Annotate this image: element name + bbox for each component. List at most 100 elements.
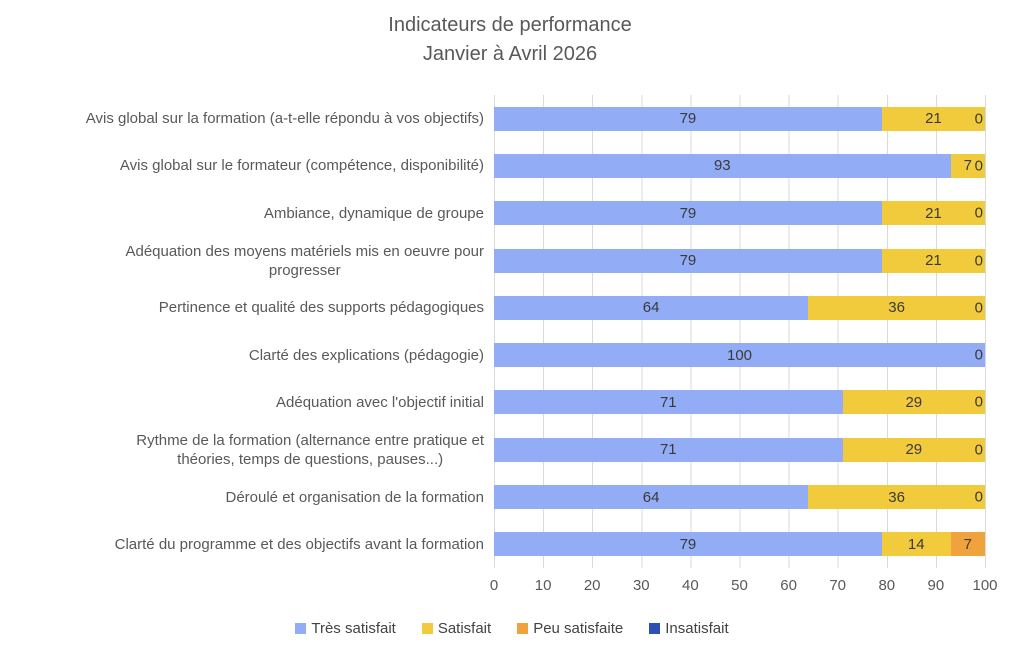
x-axis-tick: 0 bbox=[489, 577, 499, 594]
category-label-cell: Ambiance, dynamique de groupe bbox=[0, 204, 494, 223]
x-axis: 0 10 20 30 40 50 60 70 80 90 100 bbox=[490, 577, 998, 595]
x-axis-tick: 20 bbox=[583, 577, 601, 594]
bar-segment-satisfait: 36 bbox=[808, 295, 985, 320]
category-label: Déroulé et organisation de la formation bbox=[225, 488, 485, 506]
category-label-cell: Adéquation avec l'objectif initial bbox=[0, 393, 494, 412]
end-zero-label: 0 bbox=[974, 299, 983, 317]
bar-segment-très-satisfait: 71 bbox=[494, 390, 843, 415]
bar-segment-très-satisfait: 64 bbox=[494, 485, 809, 510]
legend-label: Peu satisfaite bbox=[533, 620, 624, 637]
value-label: 7 bbox=[963, 157, 972, 175]
chart-row: Avis global sur le formateur (compétence… bbox=[0, 142, 1024, 189]
legend-item-satisfait: Satisfait bbox=[421, 620, 492, 637]
bar-segment-très-satisfait: 64 bbox=[494, 295, 809, 320]
legend-swatch bbox=[649, 623, 661, 634]
stacked-bar: 79 21 0 bbox=[494, 248, 985, 273]
stacked-bar: 100 0 bbox=[494, 343, 985, 368]
stacked-bar: 79 21 0 bbox=[494, 201, 985, 226]
category-label: Clarté du programme et des objectifs ava… bbox=[114, 535, 484, 553]
chart-row: Déroulé et organisation de la formation 6… bbox=[0, 473, 1024, 520]
category-label-cell: Pertinence et qualité des supports pédag… bbox=[0, 298, 494, 317]
category-label: Avis global sur le formateur (compétence… bbox=[119, 157, 484, 175]
category-label: Avis global sur la formation (a-t-elle r… bbox=[85, 110, 484, 128]
bar-segment-satisfait: 7 bbox=[950, 153, 985, 178]
category-label-cell: Clarté du programme et des objectifs ava… bbox=[0, 535, 494, 554]
x-axis-tick: 50 bbox=[731, 577, 748, 594]
chart-row: Clarté des explications (pédagogie) 100 0 bbox=[0, 331, 1024, 378]
value-label: 71 bbox=[659, 393, 677, 411]
bar-segment-satisfait: 21 bbox=[881, 248, 985, 273]
bar-segment-satisfait: 29 bbox=[842, 390, 985, 415]
x-axis-tick: 70 bbox=[829, 577, 847, 594]
legend-item-très-satisfait: Très satisfait bbox=[295, 620, 396, 637]
end-zero-label: 0 bbox=[974, 441, 983, 459]
chart-row: Adéquation des moyens matériels mis en o… bbox=[0, 237, 1024, 284]
value-label: 100 bbox=[726, 346, 753, 364]
chart-row: Ambiance, dynamique de groupe 79 21 0 bbox=[0, 190, 1024, 237]
chart-row: Clarté du programme et des objectifs ava… bbox=[0, 521, 1024, 568]
x-axis-tick: 40 bbox=[682, 577, 699, 594]
value-label: 79 bbox=[679, 535, 697, 553]
end-zero-label: 0 bbox=[974, 204, 983, 222]
category-label-cell: Avis global sur le formateur (compétence… bbox=[0, 156, 494, 175]
stacked-bar: 79 21 0 bbox=[494, 106, 985, 131]
bar-segment-très-satisfait: 100 bbox=[494, 343, 985, 368]
value-label: 21 bbox=[925, 252, 942, 270]
value-label: 21 bbox=[925, 204, 942, 222]
value-label: 79 bbox=[679, 110, 697, 128]
legend-item-insatisfait: Insatisfait bbox=[649, 620, 729, 637]
value-label: 21 bbox=[925, 110, 942, 128]
legend-label: Satisfait bbox=[437, 620, 492, 637]
legend-label: Très satisfait bbox=[311, 620, 396, 637]
legend-swatch bbox=[517, 623, 529, 634]
category-label: Rythme de la formation (alternance entre… bbox=[136, 431, 484, 468]
legend-item-peu-satisfaite: Peu satisfaite bbox=[517, 620, 623, 637]
category-label-cell: Déroulé et organisation de la formation bbox=[0, 488, 494, 507]
value-label: 29 bbox=[905, 441, 923, 459]
value-label: 36 bbox=[888, 299, 905, 317]
end-zero-label: 0 bbox=[974, 157, 983, 175]
end-zero-label: 0 bbox=[974, 110, 983, 128]
value-label: 93 bbox=[713, 157, 731, 175]
bar-segment-peu-satisfaite: 7 bbox=[950, 532, 985, 557]
value-label: 14 bbox=[907, 535, 925, 553]
legend-label: Insatisfait bbox=[665, 620, 729, 637]
category-label: Adéquation des moyens matériels mis en o… bbox=[125, 242, 484, 279]
chart-title-line1: Indicateurs de performance bbox=[388, 14, 632, 36]
category-label-cell: Avis global sur la formation (a-t-elle r… bbox=[0, 109, 494, 128]
chart-title: Indicateurs de performance Janvier à Avr… bbox=[0, 11, 1020, 69]
category-label: Adéquation avec l'objectif initial bbox=[276, 393, 484, 411]
rows: Avis global sur la formation (a-t-elle r… bbox=[0, 95, 1024, 568]
stacked-bar: 64 36 0 bbox=[494, 295, 985, 320]
end-zero-label: 0 bbox=[974, 393, 983, 411]
value-label: 36 bbox=[888, 488, 905, 506]
category-label-cell: Rythme de la formation (alternance entre… bbox=[0, 431, 494, 469]
stacked-bar: 64 36 0 bbox=[494, 485, 985, 510]
x-axis-tick: 100 bbox=[972, 577, 998, 594]
chart-row: Avis global sur la formation (a-t-elle r… bbox=[0, 95, 1024, 142]
chart-row: Rythme de la formation (alternance entre… bbox=[0, 426, 1024, 473]
bar-segment-satisfait: 21 bbox=[881, 106, 985, 131]
bar-segment-très-satisfait: 79 bbox=[494, 106, 882, 131]
category-label: Pertinence et qualité des supports pédag… bbox=[158, 299, 484, 317]
chart-title-line2: Janvier à Avril 2026 bbox=[422, 43, 598, 65]
category-label: Clarté des explications (pédagogie) bbox=[248, 346, 484, 364]
stacked-bar: 71 29 0 bbox=[494, 390, 985, 415]
bar-segment-très-satisfait: 79 bbox=[494, 532, 882, 557]
value-label: 79 bbox=[679, 252, 697, 270]
bar-segment-satisfait: 36 bbox=[808, 485, 985, 510]
category-label: Ambiance, dynamique de groupe bbox=[263, 204, 484, 222]
bar-segment-très-satisfait: 79 bbox=[494, 248, 882, 273]
end-zero-label: 0 bbox=[974, 346, 983, 364]
value-label: 64 bbox=[642, 299, 660, 317]
stacked-bar: 71 29 0 bbox=[494, 437, 985, 462]
stacked-bar: 79 14 7 bbox=[494, 532, 985, 557]
bar-segment-très-satisfait: 93 bbox=[494, 153, 951, 178]
category-label-cell: Clarté des explications (pédagogie) bbox=[0, 346, 494, 365]
end-zero-label: 0 bbox=[974, 252, 983, 270]
chart-row: Pertinence et qualité des supports pédag… bbox=[0, 284, 1024, 331]
value-label: 71 bbox=[659, 441, 677, 459]
value-label: 7 bbox=[963, 535, 972, 553]
legend: Très satisfait Satisfait Peu satisfaite Ins… bbox=[0, 620, 1024, 637]
